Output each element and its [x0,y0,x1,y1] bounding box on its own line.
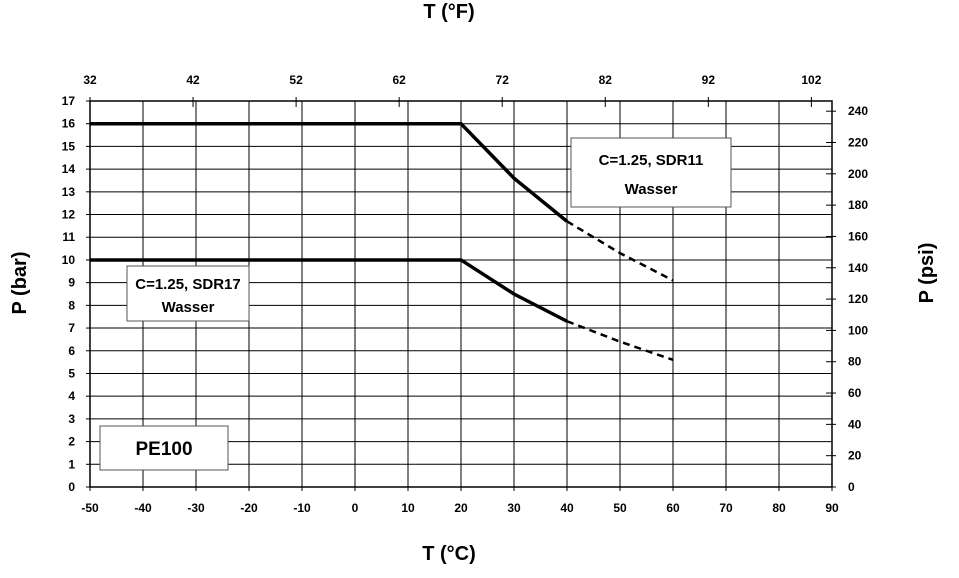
x2-tick-label: 32 [83,73,97,87]
x-tick-label: 90 [825,501,839,515]
x-tick-label: 30 [507,501,521,515]
y2-axis-title: P (psi) [916,243,938,304]
x2-tick-label: 62 [392,73,406,87]
y2-tick-label: 80 [848,355,862,369]
x2-tick-label: 102 [801,73,821,87]
x2-tick-label: 92 [702,73,716,87]
y-tick-label: 5 [68,366,75,380]
x2-tick-label: 52 [289,73,303,87]
x-tick-label: 80 [772,501,786,515]
x2-tick-label: 72 [496,73,510,87]
y2-tick-label: 160 [848,229,868,243]
annotation-box-sdr11-text: Wasser [625,181,678,198]
y-tick-label: 1 [68,457,75,471]
series-1-solid-line [90,121,569,223]
x-tick-label: 40 [560,501,574,515]
y-tick-label: 2 [68,435,75,449]
y-tick-label: 3 [68,412,75,426]
annotation-box-sdr11-text: C=1.25, SDR11 [599,152,704,169]
y2-tick-label: 100 [848,323,868,337]
annotation-box-sdr11 [570,137,732,208]
y-tick-label: 6 [68,344,75,358]
x-tick-label: 60 [666,501,680,515]
x2-tick-label: 42 [186,73,200,87]
annotation-box-sdr17-text: C=1.25, SDR17 [135,276,240,293]
x2-axis-title: T (°F) [423,1,474,23]
y-tick-label: 4 [68,389,75,403]
annotation-box-sdr17-text: Wasser [162,299,215,316]
y-tick-label: 9 [68,276,75,290]
y-tick-label: 0 [68,480,75,494]
x-tick-label: -30 [187,501,205,515]
y-axis-title: P (bar) [9,252,31,315]
y2-tick-label: 20 [848,449,862,463]
y2-tick-label: 120 [848,292,868,306]
annotation-boxes: C=1.25, SDR11 Wasser C=1.25, SDR17 Wasser PE… [99,137,732,471]
series-lines [90,121,674,362]
x-tick-label: -50 [81,501,99,515]
y-tick-label: 15 [62,139,76,153]
y-tick-label: 12 [62,208,76,222]
y-tick-label: 7 [68,321,75,335]
series-1-dashed-line [566,220,674,282]
x-tick-label: 10 [401,501,415,515]
y2-axis-ticks: 0 20 40 60 80 100 120 140 160 180 200 220 240 [826,104,868,494]
x-axis-ticks: -50 -40 -30 -20 -10 0 10 20 30 40 50 60 70 80 90 [81,487,839,515]
y-tick-label: 17 [62,94,76,108]
x-tick-label: 50 [613,501,627,515]
x-tick-label: -10 [293,501,311,515]
y-tick-label: 13 [62,185,76,199]
y-tick-label: 8 [68,298,75,312]
y2-tick-label: 180 [848,198,868,212]
series-2-dashed-line [566,320,674,362]
x-tick-label: -40 [134,501,152,515]
x2-axis-ticks: 32 42 52 62 72 82 92 102 [83,73,822,107]
x-axis-title: T (°C) [422,543,476,565]
y2-tick-label: 140 [848,261,868,275]
annotation-box-pe100-text: PE100 [135,439,192,460]
x-tick-label: -20 [240,501,258,515]
y-tick-label: 16 [62,117,76,131]
y2-tick-label: 200 [848,167,868,181]
y2-tick-label: 240 [848,104,868,118]
y-tick-label: 14 [62,162,76,176]
x-tick-label: 20 [454,501,468,515]
annotation-box-pe100 [99,425,229,471]
x-tick-label: 0 [352,501,359,515]
y2-tick-label: 60 [848,386,862,400]
y2-tick-label: 40 [848,417,862,431]
y-tick-label: 11 [62,230,75,244]
y-tick-label: 10 [62,253,76,267]
x2-tick-label: 82 [599,73,613,87]
y2-tick-label: 220 [848,135,868,149]
x-tick-label: 70 [719,501,733,515]
y2-tick-label: 0 [848,480,855,494]
series-2-solid-line [90,258,568,323]
annotation-box-sdr17 [126,265,250,322]
